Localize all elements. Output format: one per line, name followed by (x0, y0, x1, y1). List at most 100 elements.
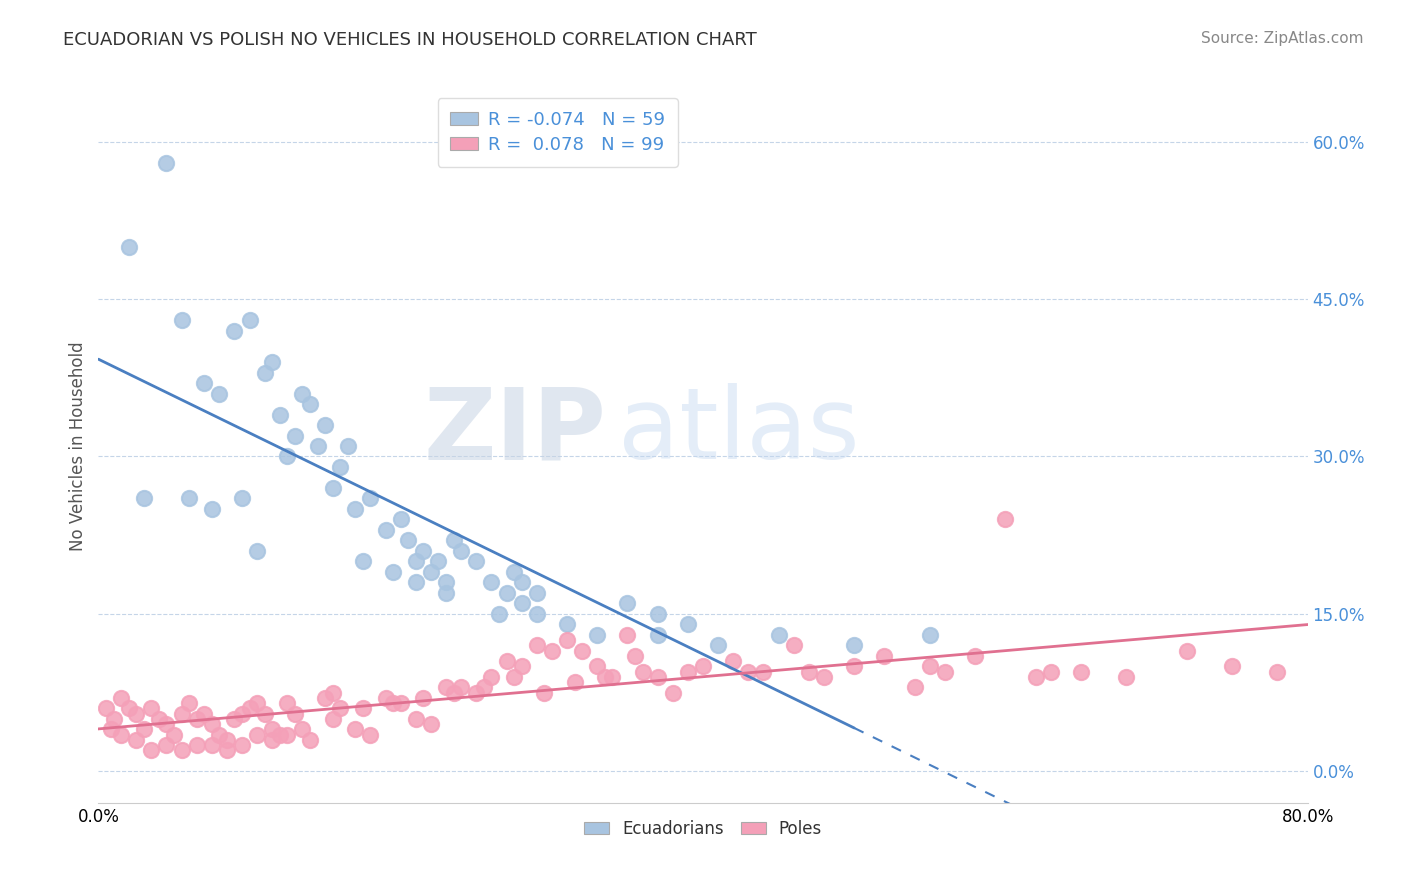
Point (450, 544, 472, 558)
Point (208, 728, 231, 742)
Point (118, 239, 141, 253)
Point (389, 512, 412, 526)
Point (405, 575, 427, 590)
Point (844, 639, 866, 653)
Point (170, 313, 193, 327)
Point (443, 685, 465, 699)
Point (495, 586, 517, 600)
Point (322, 712, 344, 726)
Point (322, 685, 344, 699)
Point (1024, 670, 1046, 684)
Point (170, 743, 193, 757)
Point (918, 659, 941, 673)
Point (148, 712, 170, 726)
Point (465, 685, 488, 699)
Text: ZIP: ZIP (423, 384, 606, 480)
Point (299, 397, 322, 411)
Point (208, 386, 231, 401)
Point (624, 648, 647, 663)
Legend: Ecuadorians, Poles: Ecuadorians, Poles (578, 814, 828, 845)
Point (526, 607, 548, 621)
Point (813, 670, 835, 684)
Point (503, 670, 526, 684)
Point (510, 596, 533, 610)
Point (540, 643, 562, 657)
Point (322, 481, 344, 495)
Point (420, 717, 443, 731)
Point (163, 728, 186, 742)
Point (752, 665, 775, 679)
Point (276, 450, 298, 464)
Point (201, 738, 224, 752)
Point (510, 659, 533, 673)
Point (707, 639, 730, 653)
Point (768, 628, 790, 642)
Point (155, 717, 177, 731)
Point (360, 491, 382, 506)
Point (141, 701, 163, 715)
Point (239, 701, 262, 715)
Point (360, 728, 382, 742)
Point (965, 648, 987, 663)
Point (420, 565, 443, 579)
Point (472, 681, 495, 695)
Point (844, 659, 866, 673)
Point (239, 313, 262, 327)
Point (329, 701, 352, 715)
Point (262, 355, 284, 369)
Point (593, 670, 616, 684)
Point (231, 491, 253, 506)
Point (299, 732, 322, 747)
Point (1039, 665, 1062, 679)
Point (110, 728, 132, 742)
Point (374, 690, 396, 705)
Point (647, 607, 669, 621)
Point (526, 639, 548, 653)
Point (676, 665, 699, 679)
Point (125, 706, 148, 721)
Point (231, 738, 253, 752)
Point (616, 596, 638, 610)
Point (405, 554, 427, 568)
Point (586, 628, 609, 642)
Point (132, 723, 155, 737)
Point (253, 366, 276, 380)
Point (555, 633, 578, 648)
Point (737, 665, 759, 679)
Point (481, 670, 503, 684)
Point (314, 417, 336, 432)
Point (412, 690, 434, 705)
Point (215, 732, 238, 747)
Point (186, 712, 208, 726)
Point (103, 712, 125, 726)
Point (488, 607, 510, 621)
Point (510, 575, 533, 590)
Point (586, 659, 609, 673)
Point (94, 701, 117, 715)
Point (118, 701, 141, 715)
Point (155, 155, 177, 169)
Point (201, 502, 224, 516)
Point (481, 575, 503, 590)
Text: Source: ZipAtlas.com: Source: ZipAtlas.com (1201, 31, 1364, 46)
Point (723, 654, 745, 668)
Point (125, 732, 148, 747)
Point (571, 643, 593, 657)
Point (1267, 665, 1289, 679)
Point (434, 681, 457, 695)
Point (676, 617, 699, 632)
Point (412, 544, 434, 558)
Point (661, 685, 683, 699)
Point (329, 460, 352, 475)
Point (224, 324, 246, 338)
Point (201, 717, 224, 731)
Point (344, 502, 367, 516)
Point (692, 659, 714, 673)
Point (141, 743, 163, 757)
Point (231, 706, 253, 721)
Point (336, 439, 359, 453)
Point (110, 690, 132, 705)
Point (193, 706, 215, 721)
Point (224, 712, 246, 726)
Point (495, 654, 517, 668)
